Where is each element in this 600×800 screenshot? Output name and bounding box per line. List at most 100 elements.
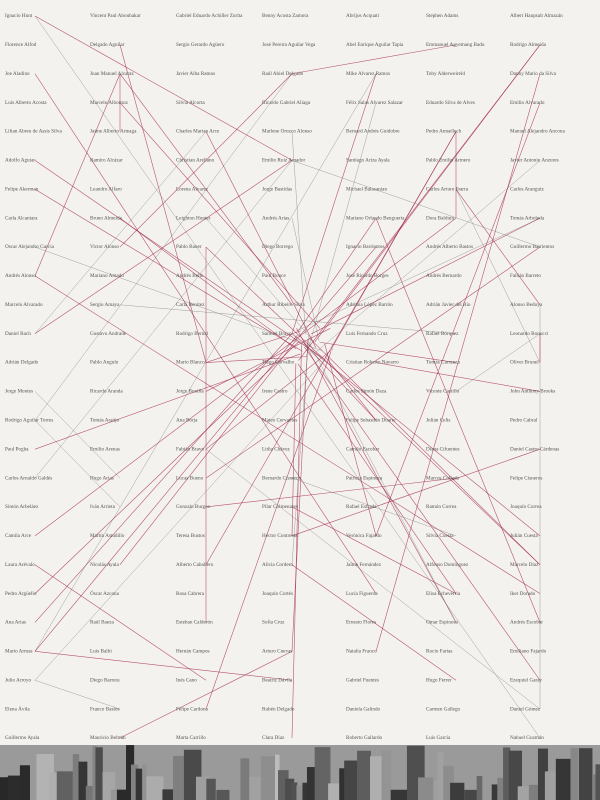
person-name: Andrés Bernardo [426,273,462,279]
building [278,770,289,800]
connection-line [306,102,377,357]
person-name: Patricia Espinoza [346,475,383,481]
person-name: Manuel Alejandro Ancona [510,129,565,135]
connection-line [297,363,457,594]
connection-line [119,73,293,248]
person-name: Clara Díaz [262,735,285,741]
building [48,772,58,800]
person-name: Carla Alcantara [5,215,38,221]
building [162,789,177,800]
person-name: Pedro Amsellech [426,129,462,135]
building [482,766,495,800]
person-name: Marcos Collado [426,475,460,481]
person-name: Marlene Orozco Alonso [262,129,312,135]
connection-line [375,362,541,392]
building [381,750,392,800]
person-name: Samuel Bravo [262,331,292,337]
person-name: Emiliano Fajardo [510,649,547,655]
building [142,764,147,800]
connection-line [205,131,317,348]
person-name: Leighton Hunter [176,215,211,221]
person-name: Marcelo Alvarado [5,302,43,308]
person-name: Abrijos Acquati [346,13,380,19]
person-name: Ana Borja [176,418,198,424]
person-name: Victor Alonso [90,244,119,250]
building [328,783,341,800]
person-name: Marcelo Díaz [510,562,539,568]
person-name: Carla Benítez [176,302,205,308]
building [544,771,557,800]
person-name: Mike Alvarez Ramos [346,71,390,77]
connection-line [319,341,457,363]
person-name: Rodrigo Almeida [510,42,547,48]
person-name: José Pereira Aguilar Vega [262,42,316,48]
person-name: Florence Alfod [5,41,37,48]
person-name: Rosa Cabrera [176,591,205,597]
person-name: John Anthony Brooks [510,389,555,395]
person-name: Lucas Bueno [176,475,204,481]
connection-line [34,160,293,334]
person-name: Bruno Almeida [90,215,123,221]
person-name: Ignacio Barrientos [346,244,384,250]
connection-line [291,131,306,335]
connection-line [34,333,293,623]
person-name: Felipe Cardona [176,706,209,712]
connection-line [298,217,377,331]
person-name: Dora Balduin [426,215,454,221]
connection-line [34,353,301,450]
person-name: José Ricardo Borges [346,273,389,279]
person-name: Adolfo Aguiar [5,157,35,164]
person-name: Pilar Colmenares [262,504,298,510]
person-name: Tomás Arboleda [510,215,545,221]
person-name: Jorge Montes [5,389,33,395]
building [433,780,440,800]
person-name: Javier Alba Ramos [176,71,215,77]
building [135,768,144,800]
person-name: Pablo Angulo [90,360,119,366]
person-name: Lilian Abreu de Assis Silva [5,129,62,135]
person-name: Ana Arias [5,620,26,626]
building [85,785,96,800]
person-name: Juan Manuel Alcaraz [90,71,134,77]
building [116,789,131,800]
person-name: Adrián Javier del Río [426,302,471,308]
building [78,761,88,800]
person-name: Lucía Figueroa [346,591,378,597]
person-name: Daniel Castro Cárdenas [510,446,559,452]
building [216,789,234,800]
connection-line [298,246,377,338]
person-name: Elena Ávila [5,704,30,712]
building [570,748,579,800]
person-name: Luis Alberto Acosta [5,100,47,106]
building [437,751,444,800]
connection-line [205,246,541,565]
building [339,768,347,800]
person-name: Rafael Estrada [346,503,377,510]
person-name: Inés Cano [176,677,197,683]
connection-line [34,15,293,161]
person-name: Arthur Ribeiro Silva [262,302,305,308]
person-name: Toby Alderweireld [426,71,465,77]
connection-line [119,217,297,350]
connection-line [324,356,377,421]
building [592,774,597,800]
connection-line [34,189,303,352]
person-name: Jaime Fernández [346,562,382,568]
connection-line [314,160,541,354]
person-name: Arturo Cuevas [262,649,292,655]
person-name: Emilio Alvarado [510,100,545,106]
person-name: Guillermo Ayala [5,735,40,741]
person-name: Óscar Azcona [90,589,120,597]
person-name: Hugo Arias [90,475,114,481]
person-name: Irene Castro [262,389,288,395]
person-name: Fabián Barreto [510,273,541,279]
person-name: Ricardo Aranda [90,389,123,395]
connection-line [34,341,300,594]
building [578,748,593,800]
connection-line [34,15,541,739]
connection-line [205,477,457,508]
building [443,765,454,800]
connection-line [34,246,323,352]
person-name: Mariano Orlando Bengueria [346,215,405,221]
